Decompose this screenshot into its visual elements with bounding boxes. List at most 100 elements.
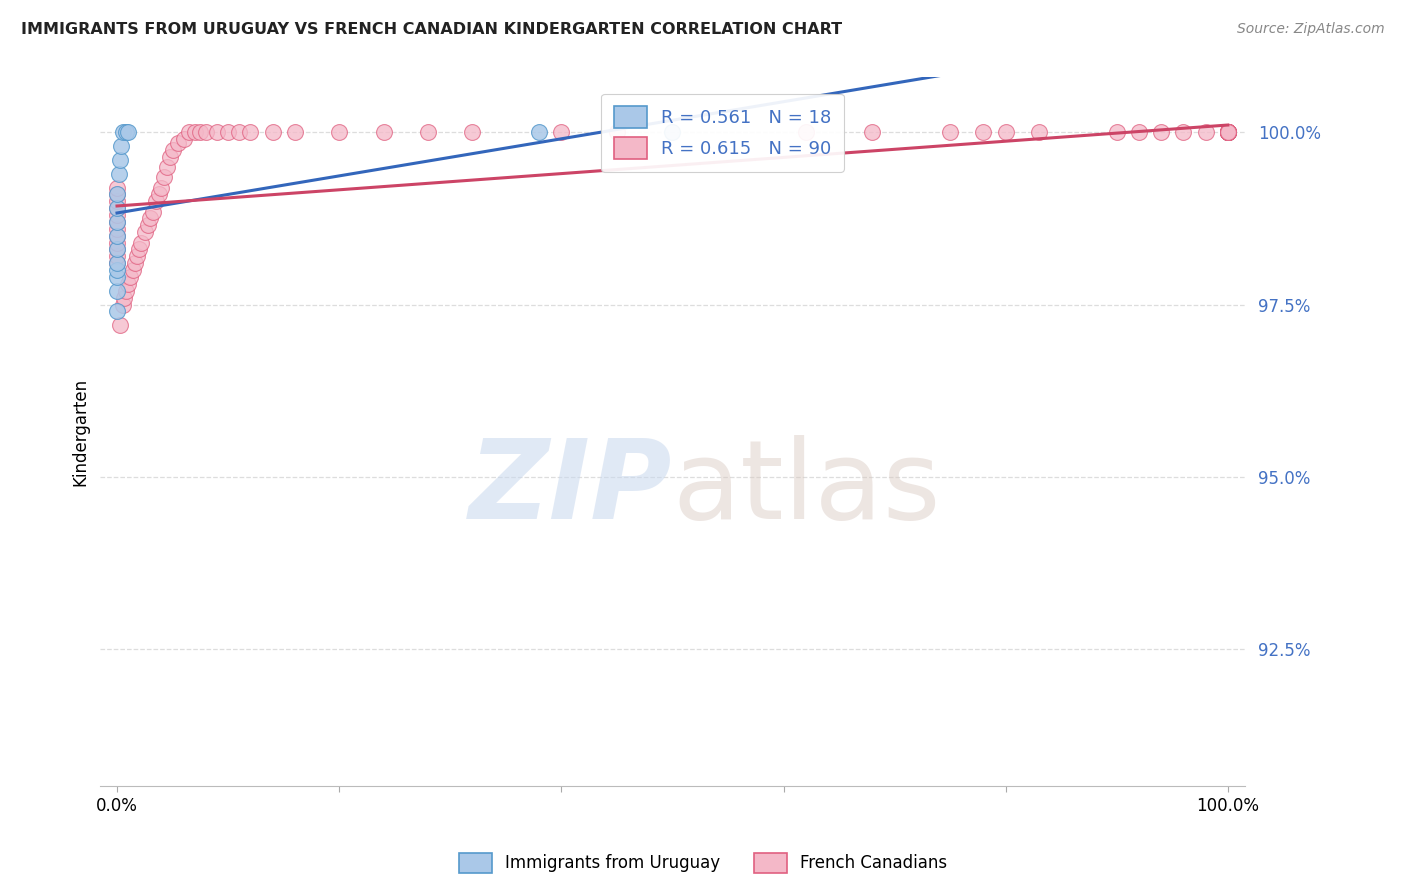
Point (105, 263, 128, 277)
Point (136, 219, 159, 233)
Point (156, 160, 179, 174)
Text: atlas: atlas (672, 435, 941, 542)
Point (328, 126, 350, 140)
Point (152, 170, 174, 185)
Point (105, 187, 128, 202)
Point (167, 136, 190, 150)
Point (1216, 126, 1239, 140)
Point (179, 126, 201, 140)
Point (1216, 126, 1239, 140)
Point (262, 126, 284, 140)
Point (105, 243, 128, 257)
Point (111, 126, 134, 140)
Point (117, 277, 139, 291)
Point (105, 256, 128, 270)
Point (794, 126, 817, 140)
Point (1216, 126, 1239, 140)
Point (105, 235, 128, 250)
Point (1194, 126, 1216, 140)
Point (112, 291, 135, 305)
Point (284, 126, 307, 140)
Point (105, 215, 128, 229)
Point (105, 270, 128, 285)
Point (606, 126, 628, 140)
Point (105, 228, 128, 243)
Point (939, 126, 962, 140)
Point (110, 153, 132, 167)
Point (527, 126, 550, 140)
Point (150, 180, 173, 194)
Point (217, 126, 239, 140)
Point (1216, 126, 1239, 140)
Point (1216, 126, 1239, 140)
Point (1216, 126, 1239, 140)
Point (1216, 126, 1239, 140)
Point (373, 126, 395, 140)
Point (148, 187, 170, 202)
Point (661, 126, 683, 140)
Point (125, 249, 148, 263)
Point (131, 235, 153, 250)
Point (1216, 126, 1239, 140)
Point (1216, 126, 1239, 140)
Point (1150, 126, 1173, 140)
Point (1216, 126, 1239, 140)
Point (1216, 126, 1239, 140)
Point (124, 256, 146, 270)
Point (105, 228, 128, 243)
Point (1216, 126, 1239, 140)
Point (105, 194, 128, 209)
Point (1216, 126, 1239, 140)
Point (115, 284, 138, 298)
Legend: Immigrants from Uruguay, French Canadians: Immigrants from Uruguay, French Canadian… (451, 847, 955, 880)
Point (105, 201, 128, 215)
Point (110, 318, 132, 333)
Point (1216, 126, 1239, 140)
Point (117, 126, 139, 140)
Point (205, 126, 228, 140)
Point (860, 126, 883, 140)
Point (461, 126, 484, 140)
Point (416, 126, 439, 140)
Point (1216, 126, 1239, 140)
Point (1128, 126, 1150, 140)
Point (1216, 126, 1239, 140)
Point (105, 222, 128, 236)
Legend: R = 0.561   N = 18, R = 0.615   N = 90: R = 0.561 N = 18, R = 0.615 N = 90 (602, 94, 844, 172)
Point (105, 215, 128, 229)
Point (994, 126, 1017, 140)
Point (105, 201, 128, 215)
Point (1216, 126, 1239, 140)
Text: ZIP: ZIP (470, 435, 672, 542)
Point (121, 263, 143, 277)
Point (1216, 126, 1239, 140)
Y-axis label: Kindergarten: Kindergarten (72, 377, 89, 486)
Point (128, 243, 150, 257)
Point (188, 126, 211, 140)
Point (105, 249, 128, 263)
Point (105, 187, 128, 202)
Point (1216, 126, 1239, 140)
Point (1105, 126, 1128, 140)
Point (105, 180, 128, 194)
Point (550, 126, 572, 140)
Point (1028, 126, 1050, 140)
Point (1216, 126, 1239, 140)
Point (1216, 126, 1239, 140)
Point (142, 204, 165, 219)
Point (139, 211, 162, 226)
Point (972, 126, 994, 140)
Point (120, 270, 142, 285)
Text: Source: ZipAtlas.com: Source: ZipAtlas.com (1237, 22, 1385, 37)
Point (110, 139, 132, 153)
Point (1216, 126, 1239, 140)
Point (194, 126, 217, 140)
Point (1216, 126, 1239, 140)
Point (162, 143, 184, 157)
Point (239, 126, 262, 140)
Point (1216, 126, 1239, 140)
Point (1216, 126, 1239, 140)
Point (108, 167, 131, 181)
Point (1173, 126, 1195, 140)
Point (1216, 126, 1239, 140)
